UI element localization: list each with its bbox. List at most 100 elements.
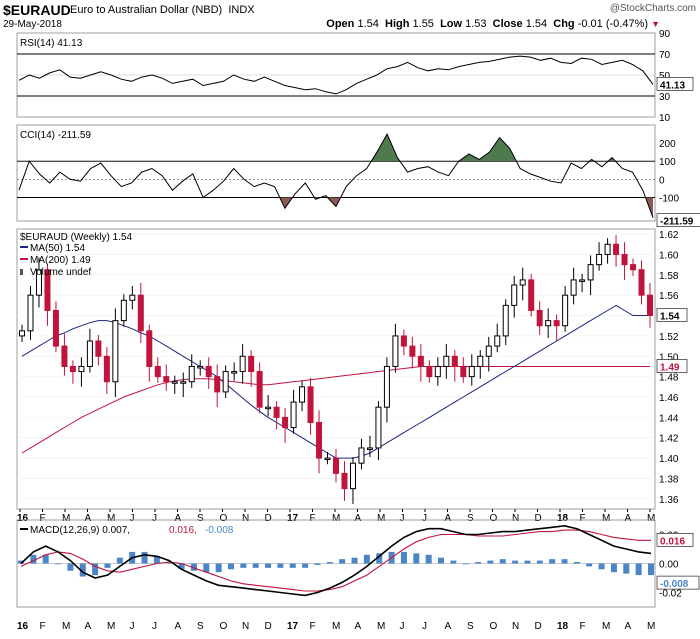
macd-histogram-bar [586,563,593,567]
cci-tick-label: -100 [659,193,679,204]
price-x-label: F [310,513,316,524]
macd-x-label: F [310,621,316,632]
rsi-current-tag-box [656,77,694,91]
macd-signal-tag: 0.016 [660,536,685,547]
candle-body [383,365,390,408]
candle-body [205,365,212,378]
candle-body [613,243,620,255]
candle-body [366,447,373,450]
macd-histogram-bar [42,554,49,564]
price-x-label: 16 [17,513,29,524]
macd-histogram-bar [438,557,444,564]
candle-body [129,294,136,301]
candle-body [460,365,467,378]
macd-histogram-bar [30,554,37,564]
candle-body [638,269,645,296]
chg-label: Chg [553,18,575,30]
candle-body [307,386,314,423]
macd-x-label: S [467,621,474,632]
candle-body [375,406,382,449]
price-tick-label: 1.50 [659,352,679,363]
candle-body [451,355,458,367]
price-x-label: A [445,513,452,524]
symbol-label: $EURAUD [3,2,71,18]
cci-line [18,132,654,218]
macd-histogram-bar [623,563,630,574]
cci-overbought-fill [19,134,653,162]
macd-x-label: J [400,621,405,632]
macd-histogram-bar [450,560,457,564]
price-x-label: A [175,513,182,524]
macd-line [20,524,652,597]
price-tick-label: 1.60 [659,250,679,261]
macd-x-label: O [490,621,498,632]
macd-x-label: A [445,621,452,632]
ma50-legend-swatch [20,246,28,248]
price-x-label: D [265,513,272,524]
rsi-tick-label: 30 [659,92,671,103]
candle-body [69,365,76,373]
macd-histogram-bar [549,559,556,564]
chart-date: 29-May-2018 [3,19,62,30]
price-x-label: M [602,513,610,524]
candle-body [434,365,441,378]
cci-current-tag-box [656,213,700,227]
candle-body [44,269,51,311]
macd-histogram-bar [215,563,222,573]
candle-body [197,365,204,369]
price-x-label: O [220,513,228,524]
macd-x-label: M [647,621,655,632]
open-label: Open [326,18,355,30]
macd-x-label: 18 [557,621,569,632]
macd-histogram-bar [400,551,407,564]
macd-histogram-bar [573,562,580,564]
price-tick-label: 1.48 [659,373,679,384]
candle-body [27,294,34,332]
candle-body [443,355,450,367]
ma200-current-tag: 1.49 [660,362,680,373]
candle-body [536,309,543,327]
price-x-label: A [85,513,92,524]
price-tick-label: 1.38 [659,474,679,485]
chg-value: -0.01 (-0.47%) [577,18,649,30]
candle-body [137,294,144,332]
candle-body [171,381,178,384]
macd-histogram-bar [314,563,321,565]
price-tick-label: 1.42 [659,434,679,445]
price-tick-label: 1.58 [659,271,679,282]
candle-body [553,320,560,327]
candle-body [95,340,102,357]
volume-legend: Volume undef [30,267,91,278]
candle-body [248,355,255,373]
candle-body [86,340,93,367]
price-x-label: A [355,513,362,524]
candle-body [426,365,433,378]
candle-body [647,294,653,317]
macd-histogram-bar [524,560,531,564]
symbol-description: Euro to Australian Dollar (NBD) INDX [70,4,255,16]
candle-body [265,406,272,410]
macd-x-label: D [535,621,542,632]
watermark: @StockCharts.com [609,3,696,14]
exchange-text: INDX [228,4,255,16]
rsi-current-tag: 41.13 [660,80,685,91]
rsi-tick-label: 10 [659,113,671,124]
cci-title: CCI(14) -211.59 [20,130,91,141]
macd-histogram-bar [363,554,370,564]
price-x-label: 17 [287,513,299,524]
candle-body [120,299,127,322]
macd-hist-legend: -0.008 [205,525,234,536]
macd-histogram-bar [265,563,272,568]
cci-panel-frame [16,124,656,222]
price-x-label: A [625,513,632,524]
cci-tick-label: 200 [659,139,676,150]
ma50-legend: MA(50) 1.54 [30,243,85,254]
price-x-label: D [535,513,542,524]
rsi-tick-label: 50 [659,71,671,82]
cci-current-tag: -211.59 [660,217,694,228]
macd-histogram-bar [499,559,506,564]
price-x-label: S [197,513,204,524]
macd-histogram-bar [153,556,160,564]
price-x-label: M [332,513,340,524]
macd-histogram-bar [228,563,234,570]
